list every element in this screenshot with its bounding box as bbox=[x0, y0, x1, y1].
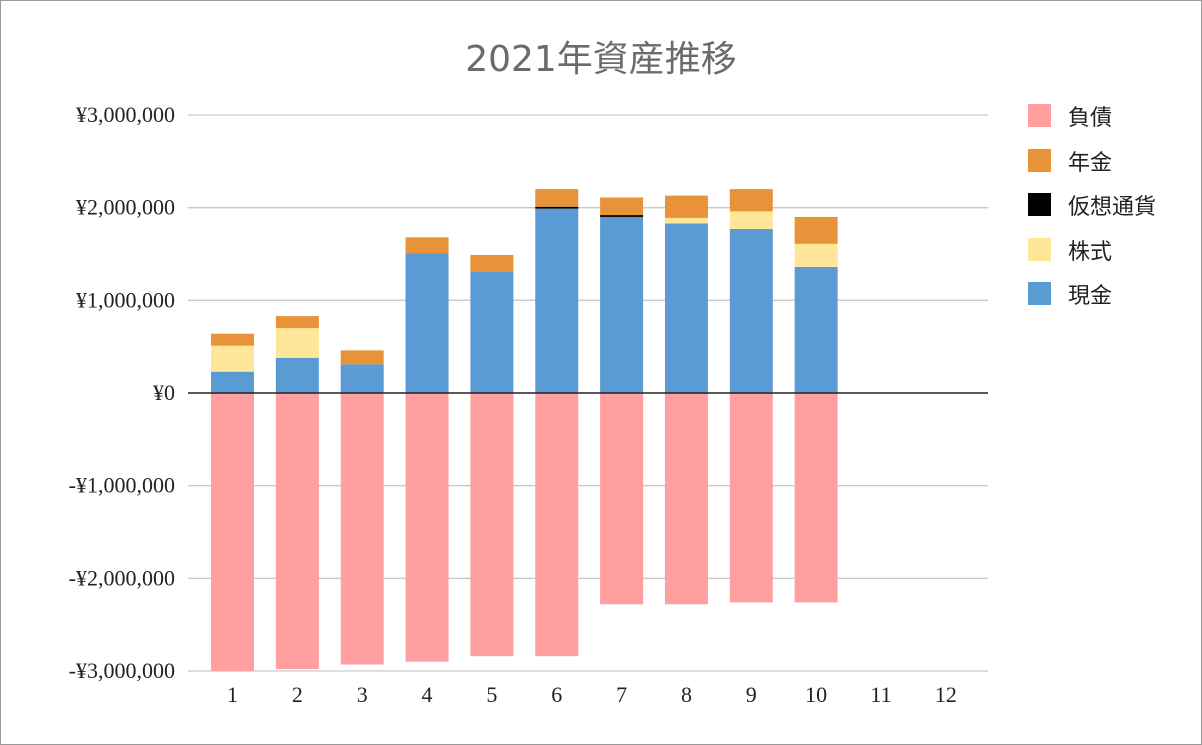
legend-item: 現金 bbox=[1026, 276, 1196, 321]
bar-debt-1 bbox=[211, 393, 254, 671]
bar-cash-8 bbox=[664, 223, 708, 393]
bar-stocks-10 bbox=[794, 243, 838, 267]
y-tick-label: ¥0 bbox=[153, 380, 175, 405]
x-axis-tick-labels: 1 2 3 4 5 6 7 8 9 10 11 12 bbox=[227, 682, 957, 707]
bar-pension-3 bbox=[340, 350, 384, 365]
legend-label: 仮想通貨 bbox=[1068, 195, 1157, 220]
bar-cash-2 bbox=[275, 357, 319, 393]
bar-cash-10 bbox=[794, 266, 838, 393]
bar-cash-7 bbox=[600, 216, 644, 393]
y-tick-label: ¥1,000,000 bbox=[76, 287, 175, 312]
bar-pension-2 bbox=[275, 316, 319, 329]
legend-item: 年金 bbox=[1026, 143, 1196, 188]
legend-item: 負債 bbox=[1026, 98, 1196, 143]
bar-pension-10 bbox=[794, 216, 838, 244]
legend-label: 現金 bbox=[1068, 284, 1113, 309]
bar-pension-5 bbox=[470, 254, 514, 272]
legend-item: 仮想通貨 bbox=[1026, 187, 1196, 232]
bar-debt-9 bbox=[729, 393, 773, 603]
bar-debt-5 bbox=[470, 393, 514, 657]
bar-pension-9 bbox=[729, 189, 773, 212]
bar-pension-6 bbox=[535, 189, 579, 207]
bar-cash-6 bbox=[535, 208, 579, 393]
x-tick-label: 10 bbox=[805, 682, 827, 707]
bar-stocks-8 bbox=[664, 217, 708, 224]
legend-swatch bbox=[1028, 282, 1051, 305]
bar-crypto-6 bbox=[535, 206, 579, 209]
legend-item: 株式 bbox=[1026, 232, 1196, 277]
bar-cash-9 bbox=[729, 228, 773, 393]
bar-debt-4 bbox=[405, 393, 449, 662]
x-tick-label: 9 bbox=[746, 682, 757, 707]
y-tick-label: -¥2,000,000 bbox=[69, 565, 175, 590]
x-tick-label: 8 bbox=[681, 682, 692, 707]
x-tick-label: 4 bbox=[422, 682, 433, 707]
x-tick-label: 7 bbox=[616, 682, 627, 707]
y-tick-label: ¥2,000,000 bbox=[76, 195, 175, 220]
x-tick-label: 11 bbox=[870, 682, 891, 707]
x-tick-label: 5 bbox=[486, 682, 497, 707]
bar-debt-2 bbox=[275, 393, 319, 670]
bar-debt-8 bbox=[664, 393, 708, 605]
bar-debt-3 bbox=[340, 393, 384, 665]
x-tick-label: 12 bbox=[935, 682, 957, 707]
bar-cash-3 bbox=[340, 364, 384, 393]
legend-label: 株式 bbox=[1068, 239, 1113, 265]
bar-pension-1 bbox=[211, 333, 254, 346]
bar-debt-7 bbox=[600, 393, 644, 605]
legend-label: 負債 bbox=[1068, 106, 1113, 131]
y-tick-label: ¥3,000,000 bbox=[76, 102, 175, 127]
gridlines bbox=[188, 114, 988, 672]
chart-title: 2021年資産推移 bbox=[465, 39, 737, 80]
bar-cash-5 bbox=[470, 271, 514, 393]
x-tick-label: 2 bbox=[292, 682, 303, 707]
legend-swatch bbox=[1028, 104, 1051, 127]
x-tick-label: 1 bbox=[227, 682, 238, 707]
bar-debt-6 bbox=[535, 393, 579, 657]
bar-cash-4 bbox=[405, 253, 449, 393]
legend-swatch bbox=[1028, 193, 1051, 216]
bar-stocks-1 bbox=[211, 345, 254, 372]
bar-pension-4 bbox=[405, 237, 449, 254]
legend-swatch bbox=[1028, 148, 1051, 172]
legend-label: 年金 bbox=[1068, 150, 1113, 176]
bar-pension-7 bbox=[600, 197, 644, 216]
x-tick-label: 3 bbox=[357, 682, 368, 707]
bars bbox=[211, 189, 838, 671]
legend-swatch bbox=[1028, 237, 1051, 261]
y-tick-label: -¥1,000,000 bbox=[69, 473, 175, 498]
bar-debt-10 bbox=[794, 393, 838, 603]
y-tick-label: -¥3,000,000 bbox=[69, 658, 175, 683]
bar-stocks-9 bbox=[729, 211, 773, 229]
bar-cash-1 bbox=[211, 371, 254, 393]
legend: 負債年金仮想通貨株式現金 bbox=[1026, 98, 1196, 321]
bar-pension-8 bbox=[664, 195, 708, 218]
x-tick-label: 6 bbox=[551, 682, 562, 707]
bar-crypto-7 bbox=[600, 215, 644, 217]
y-axis-tick-labels: ¥3,000,000 ¥2,000,000 ¥1,000,000 ¥0 -¥1,000,… bbox=[69, 102, 175, 683]
bar-stocks-2 bbox=[275, 328, 319, 358]
